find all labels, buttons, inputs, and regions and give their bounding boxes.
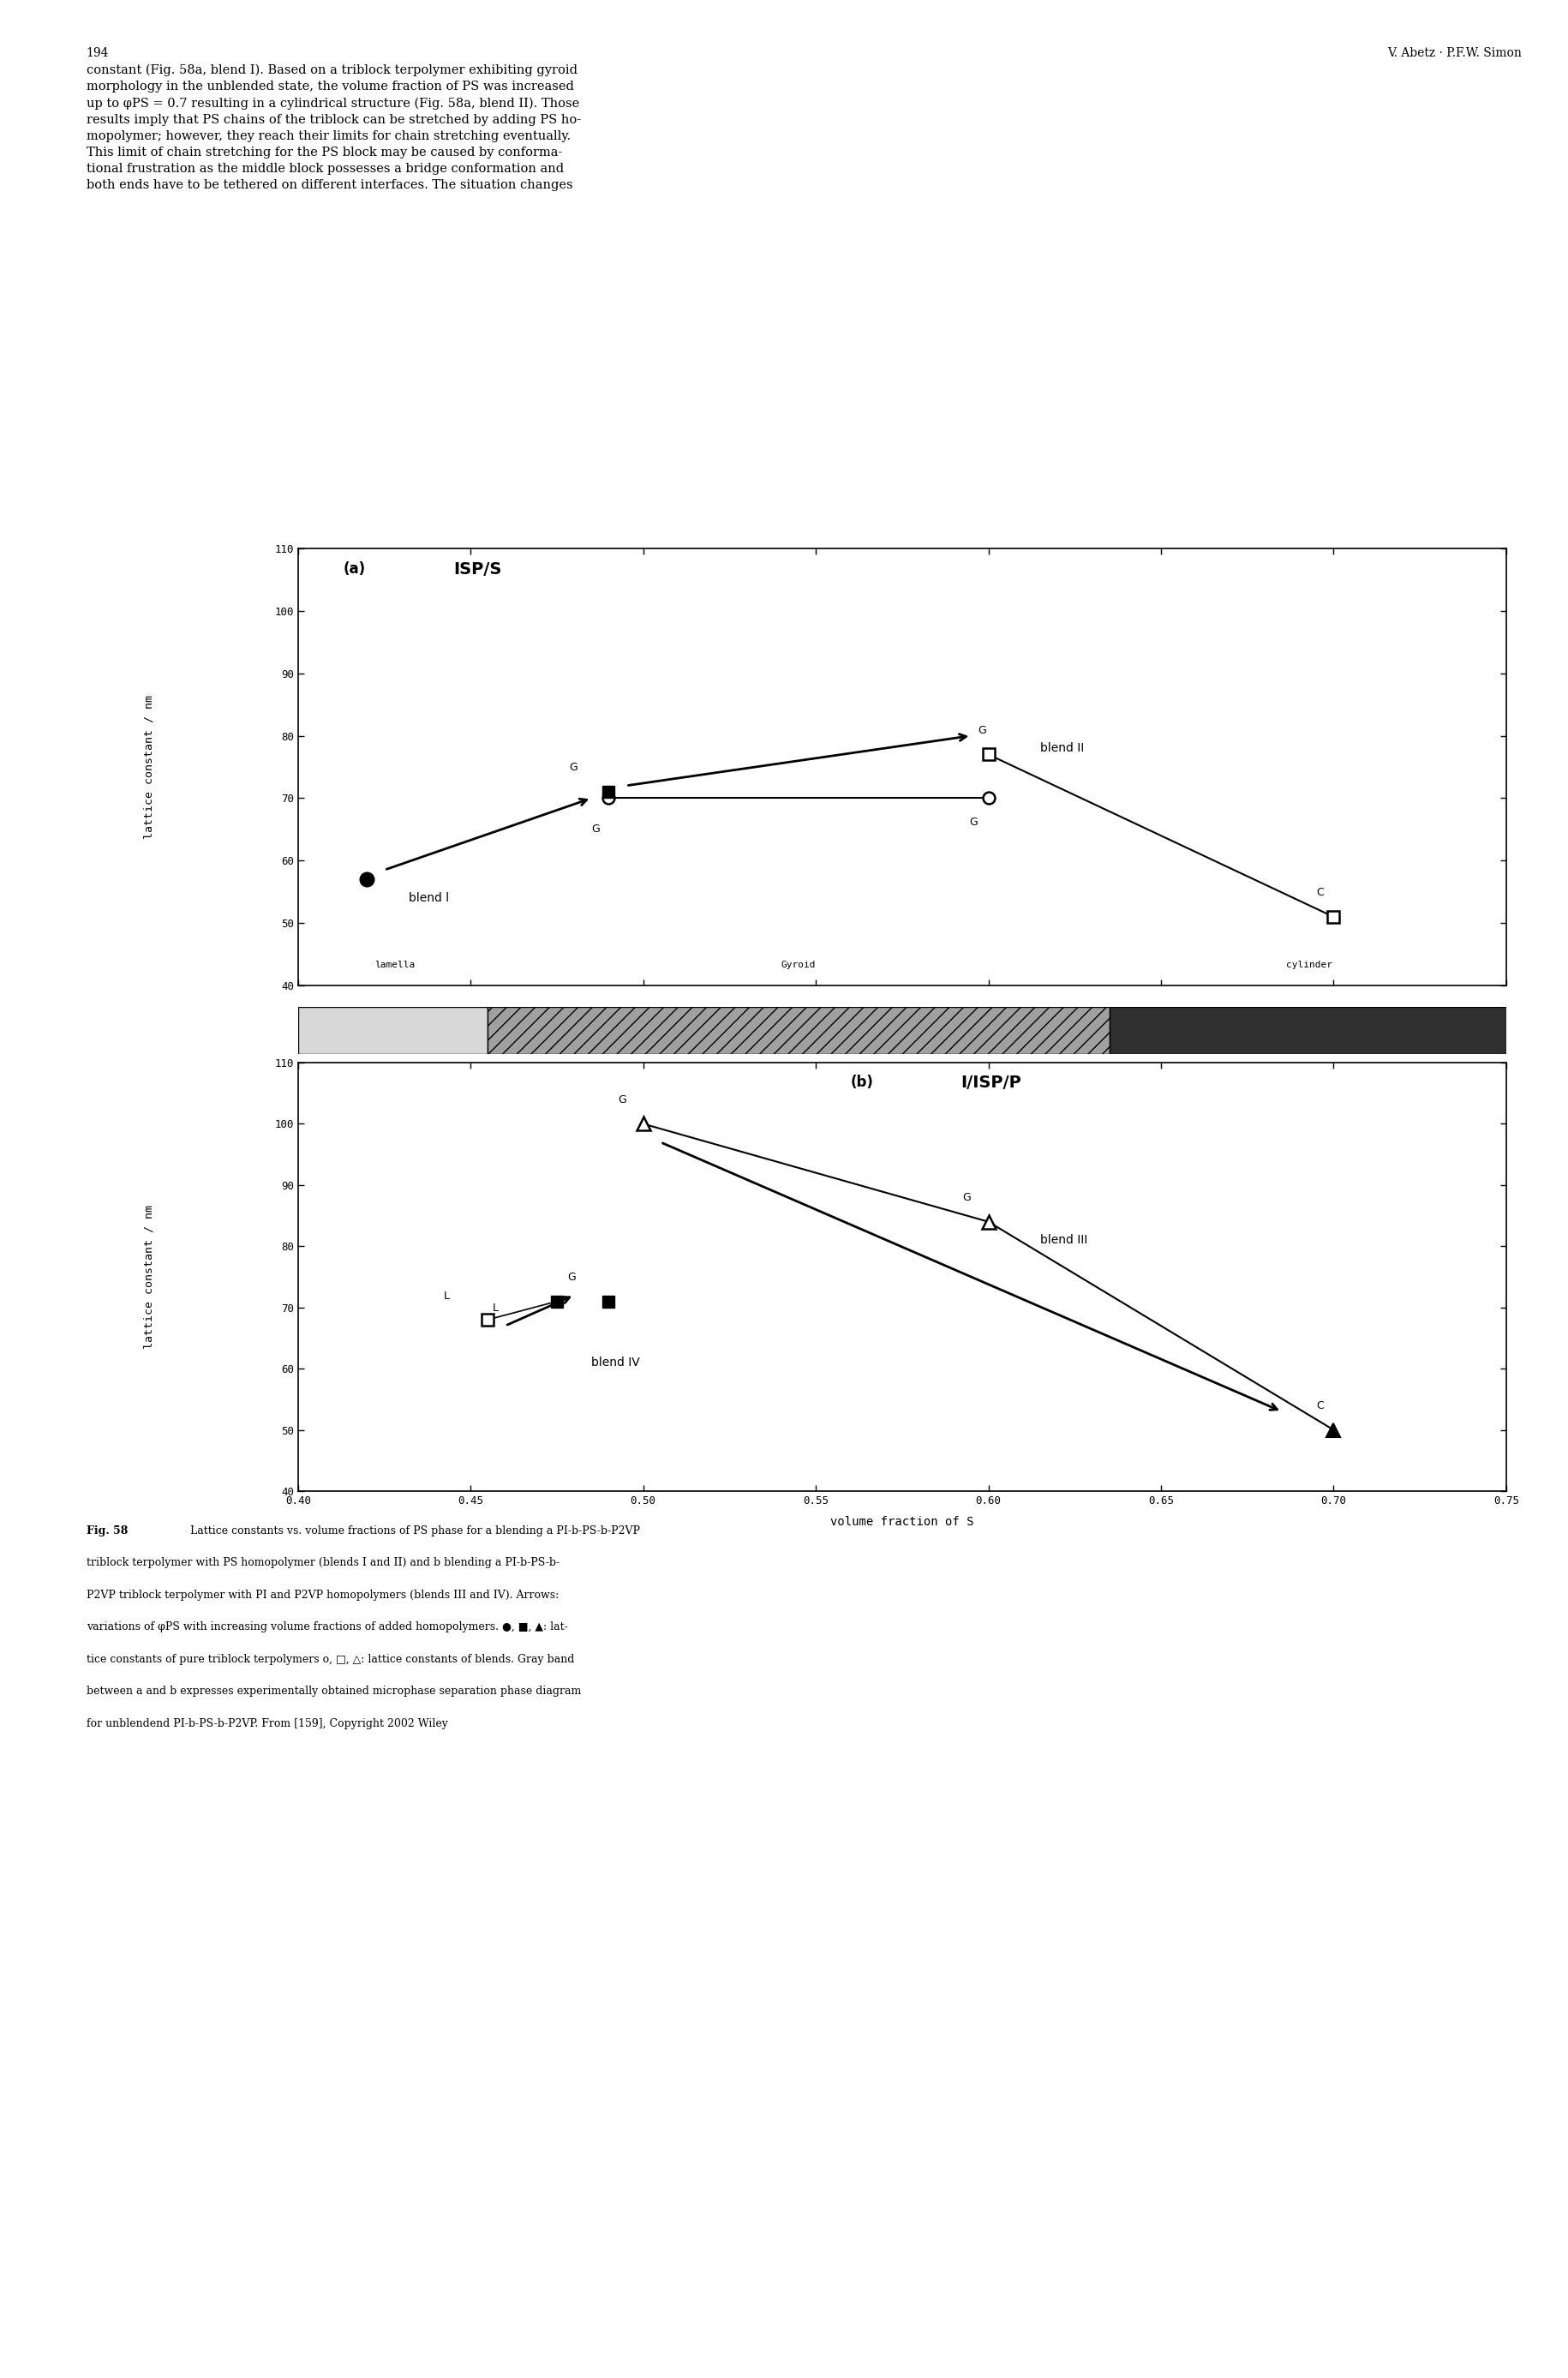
Text: lamella: lamella xyxy=(375,961,416,970)
Text: G: G xyxy=(591,823,599,835)
Text: G: G xyxy=(569,761,577,773)
Text: between a and b expresses experimentally obtained microphase separation phase di: between a and b expresses experimentally… xyxy=(86,1686,580,1698)
Text: tice constants of pure triblock terpolymers o, □, △: lattice constants of blends: tice constants of pure triblock terpolym… xyxy=(86,1653,574,1665)
Text: V. Abetz · P.F.W. Simon: V. Abetz · P.F.W. Simon xyxy=(1386,48,1521,59)
X-axis label: volume fraction of S: volume fraction of S xyxy=(829,1515,974,1529)
Text: Lattice constants vs. volume fractions of PS phase for a blending a PI-b-PS-b-P2: Lattice constants vs. volume fractions o… xyxy=(183,1524,640,1536)
Text: blend IV: blend IV xyxy=(591,1355,640,1367)
Text: blend l: blend l xyxy=(408,892,448,904)
Text: Gyroid: Gyroid xyxy=(781,961,815,970)
Text: P2VP triblock terpolymer with PI and P2VP homopolymers (blends III and IV). Arro: P2VP triblock terpolymer with PI and P2V… xyxy=(86,1589,558,1600)
Text: I/ISP/P: I/ISP/P xyxy=(960,1075,1021,1092)
Text: for unblendend PI-b-PS-b-P2VP. From [159], Copyright 2002 Wiley: for unblendend PI-b-PS-b-P2VP. From [159… xyxy=(86,1717,447,1729)
Text: variations of φPS with increasing volume fractions of added homopolymers. ●, ■, : variations of φPS with increasing volume… xyxy=(86,1622,568,1634)
Text: C: C xyxy=(1316,887,1323,899)
Text: (b): (b) xyxy=(850,1075,873,1089)
Text: L: L xyxy=(492,1303,499,1313)
Text: C: C xyxy=(1316,1401,1323,1413)
Text: ISP/S: ISP/S xyxy=(453,561,502,578)
Text: constant (Fig. 58a, blend I). Based on a triblock terpolymer exhibiting gyroid
m: constant (Fig. 58a, blend I). Based on a… xyxy=(86,64,580,190)
Bar xyxy=(298,1006,488,1053)
Text: Fig. 58: Fig. 58 xyxy=(86,1524,127,1536)
Bar xyxy=(1109,1006,1505,1053)
Text: lattice constant / nm: lattice constant / nm xyxy=(143,1206,155,1348)
Text: 194: 194 xyxy=(86,48,108,59)
Text: G: G xyxy=(963,1191,971,1203)
Text: G: G xyxy=(977,725,986,735)
Text: lattice constant / nm: lattice constant / nm xyxy=(143,694,155,839)
Text: G: G xyxy=(969,818,977,828)
Text: (a): (a) xyxy=(343,561,365,575)
Text: cylinder: cylinder xyxy=(1286,961,1331,970)
Text: G: G xyxy=(568,1272,575,1284)
Bar xyxy=(488,1006,1109,1053)
Text: triblock terpolymer with PS homopolymer (blends I and II) and b blending a PI-b-: triblock terpolymer with PS homopolymer … xyxy=(86,1558,560,1569)
Text: blend III: blend III xyxy=(1040,1234,1087,1246)
Text: G: G xyxy=(618,1094,626,1106)
Text: L: L xyxy=(444,1291,450,1301)
Text: blend II: blend II xyxy=(1040,742,1083,754)
